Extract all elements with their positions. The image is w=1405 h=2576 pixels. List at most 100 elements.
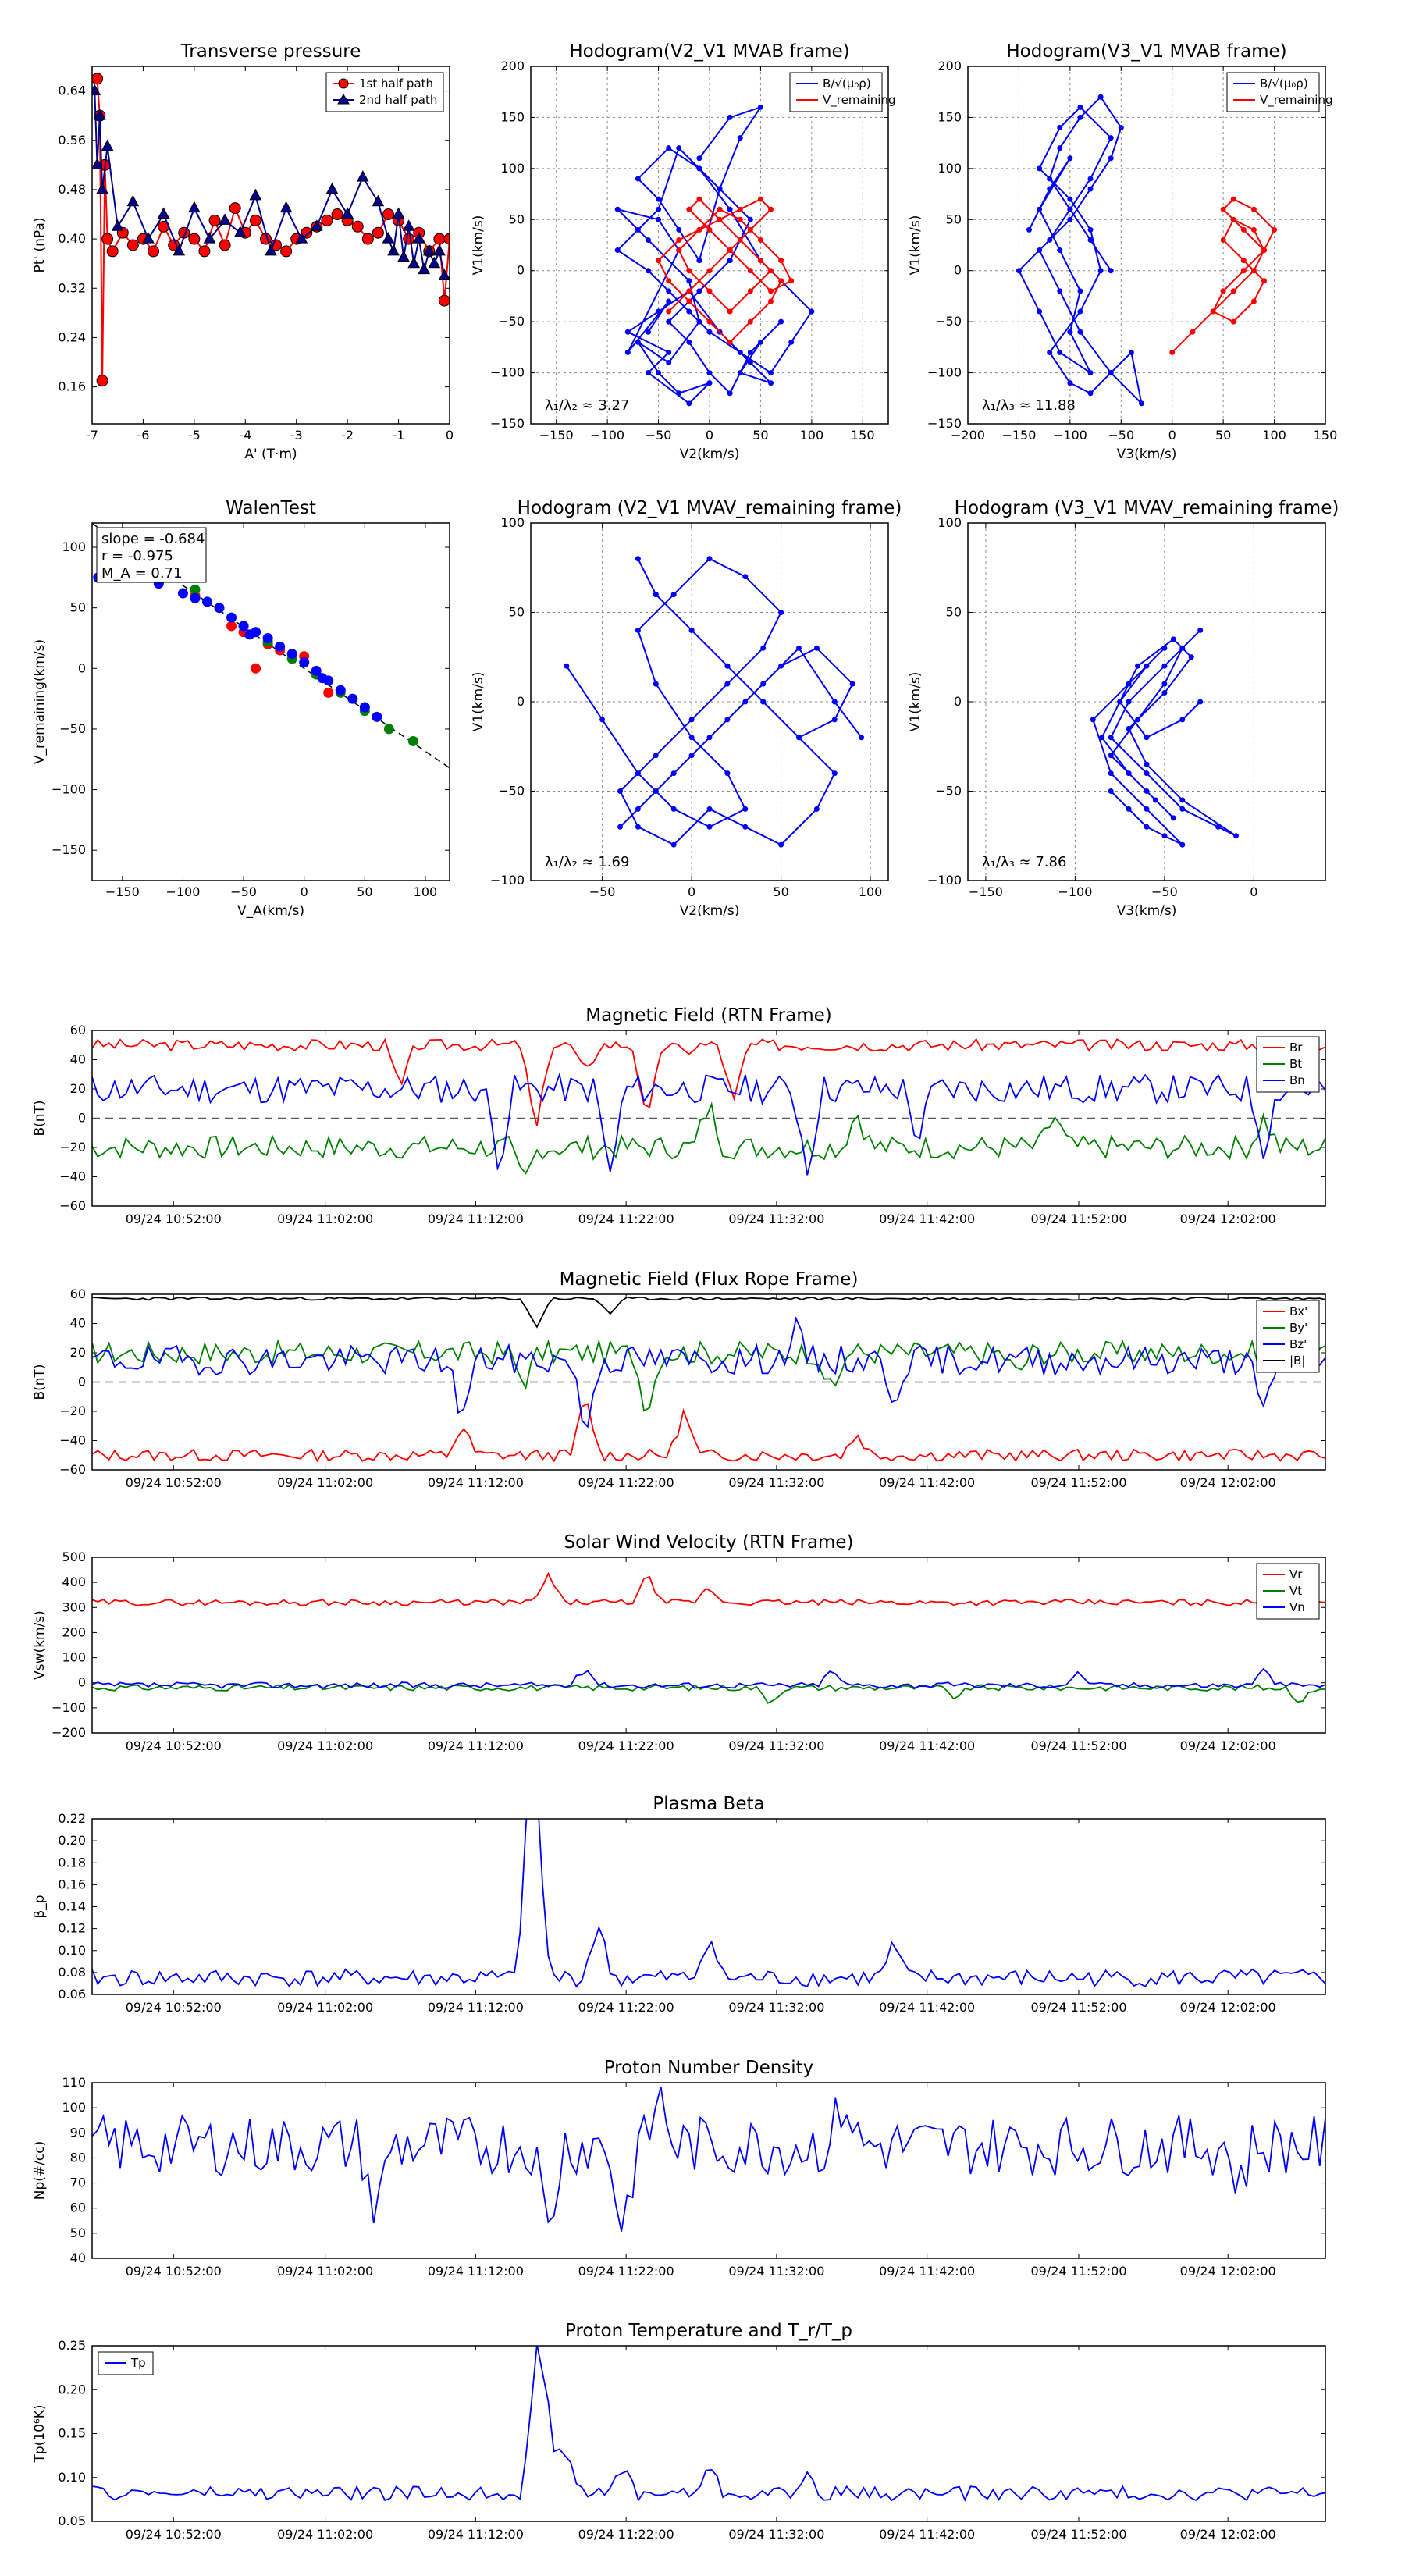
y-axis-label: B(nT) (32, 1100, 48, 1136)
data-point (796, 735, 802, 741)
x-tick-label: 09/24 11:32:00 (728, 2527, 824, 2542)
chart-walen: WalenTest −150 −100 −50 0 50 100 −150 −100 −50 0 50… (32, 498, 450, 919)
data-point (1250, 226, 1257, 233)
data-point (1077, 308, 1083, 315)
x-tick-label: 09/24 10:52:00 (126, 1475, 222, 1490)
data-point (96, 182, 108, 194)
legend-label: Vn (1289, 1600, 1305, 1614)
y-tick-label: 0 (517, 694, 525, 709)
data-point (251, 663, 261, 674)
data-point (1097, 94, 1104, 100)
data-point (757, 339, 763, 345)
data-point (229, 202, 241, 215)
data-point (275, 641, 286, 652)
data-point (653, 788, 659, 794)
data-point (347, 693, 358, 704)
data-point (1108, 770, 1114, 777)
data-point (768, 288, 774, 294)
y-tick-label: −60 (59, 1462, 86, 1477)
plot-frame (530, 522, 889, 881)
data-point (407, 735, 418, 746)
y-tick-label: −40 (59, 1169, 86, 1184)
data-point (1272, 226, 1278, 233)
data-point (1037, 308, 1043, 315)
data-point (1077, 104, 1083, 110)
y-tick-label: −40 (59, 1433, 86, 1448)
data-point (148, 245, 160, 258)
y-tick-label: −50 (935, 784, 962, 799)
plot-area (1090, 627, 1239, 848)
series-line (92, 1338, 1325, 1412)
data-point (397, 250, 410, 262)
data-point (788, 339, 795, 345)
y-tick-label: 100 (500, 515, 525, 530)
data-point (1144, 761, 1150, 767)
x-tick-label: 09/24 11:02:00 (277, 2000, 373, 2015)
data-point (696, 288, 702, 294)
data-point (311, 665, 322, 676)
data-point (219, 239, 231, 251)
data-point (688, 735, 695, 741)
data-point (1126, 770, 1132, 777)
x-tick-label: 09/24 10:52:00 (126, 2264, 222, 2279)
y-tick-label: 0.12 (58, 1921, 86, 1936)
chart-mf_fr: Magnetic Field (Flux Rope Frame) −60 −40 −2… (32, 1269, 1326, 1490)
x-tick-label: −150 (969, 884, 1003, 899)
x-tick-label: 0 (688, 884, 695, 899)
data-point (157, 207, 170, 219)
data-point (422, 244, 436, 256)
x-tick-label: 0 (1168, 428, 1176, 443)
data-point (645, 268, 651, 274)
x-tick-label: 100 (859, 884, 883, 899)
data-point (1215, 824, 1222, 830)
data-point (1210, 308, 1216, 315)
legend-label: Bn (1289, 1073, 1305, 1087)
data-point (717, 216, 723, 222)
x-tick-label: 09/24 11:12:00 (428, 1475, 524, 1490)
x-tick-label: 0 (446, 428, 454, 443)
legend-label: B/√(μ₀ρ) (823, 76, 871, 91)
x-tick-label: −150 (105, 884, 140, 899)
data-point (656, 216, 662, 222)
y-tick-label: 100 (500, 161, 525, 176)
data-point (1126, 725, 1132, 731)
data-point (1220, 288, 1226, 294)
data-point (1170, 815, 1176, 821)
data-point (696, 155, 702, 162)
data-point (688, 627, 695, 633)
data-point (747, 288, 753, 294)
data-point (214, 603, 225, 614)
data-point (635, 627, 641, 633)
series-line (92, 1072, 1325, 1176)
data-point (1090, 717, 1096, 723)
data-point (737, 216, 743, 222)
x-tick-label: 09/24 12:02:00 (1180, 2000, 1276, 2015)
data-point (1067, 216, 1073, 222)
data-point (96, 375, 108, 387)
data-point (635, 226, 641, 233)
data-point (325, 182, 339, 194)
data-point (1250, 206, 1257, 212)
x-tick-label: 09/24 11:42:00 (879, 2000, 975, 2015)
x-tick-label: 09/24 11:02:00 (277, 2527, 373, 2542)
data-point (706, 288, 713, 294)
y-tick-label: 60 (70, 2201, 86, 2215)
data-point (238, 621, 249, 632)
y-tick-label: 50 (509, 605, 525, 620)
ratio-annotation: λ₁/λ₂ ≈ 3.27 (545, 397, 629, 414)
data-point (1230, 288, 1236, 294)
data-point (372, 194, 385, 207)
data-point (768, 380, 774, 386)
data-point (747, 268, 753, 274)
data-point (1087, 226, 1094, 233)
y-tick-label: 200 (500, 59, 525, 73)
stats-text: M_A = 0.71 (101, 565, 182, 582)
data-point (1047, 237, 1053, 243)
legend-box (789, 72, 883, 112)
legend-label: Bt (1289, 1057, 1302, 1071)
legend-label: By' (1289, 1321, 1307, 1335)
series-line (92, 1819, 1325, 1988)
data-point (351, 220, 364, 233)
data-point (742, 806, 749, 812)
y-tick-label: 0.40 (58, 231, 86, 246)
